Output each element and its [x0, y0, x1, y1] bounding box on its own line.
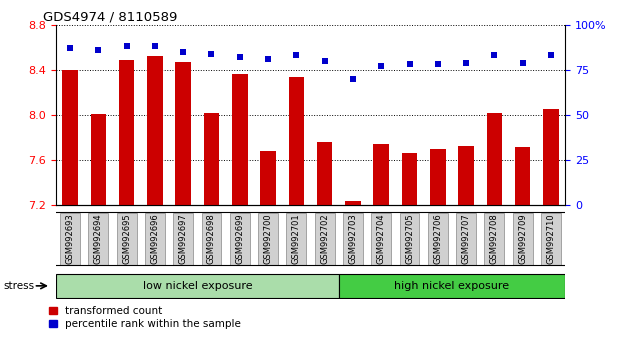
FancyBboxPatch shape [56, 274, 339, 298]
Text: GSM992697: GSM992697 [179, 213, 188, 264]
FancyBboxPatch shape [456, 213, 476, 264]
Point [461, 60, 471, 65]
FancyBboxPatch shape [88, 213, 108, 264]
Text: GSM992701: GSM992701 [292, 213, 301, 264]
Bar [62, 70, 78, 205]
Text: GSM992699: GSM992699 [235, 213, 244, 264]
Legend: transformed count, percentile rank within the sample: transformed count, percentile rank withi… [48, 306, 241, 329]
Text: GSM992709: GSM992709 [518, 213, 527, 264]
Point [376, 63, 386, 69]
Bar [317, 142, 332, 205]
Bar [91, 114, 106, 205]
Text: GSM992694: GSM992694 [94, 213, 103, 264]
Bar [543, 109, 559, 205]
Text: GSM992698: GSM992698 [207, 213, 216, 264]
Bar [119, 60, 134, 205]
FancyBboxPatch shape [484, 213, 504, 264]
FancyBboxPatch shape [258, 213, 278, 264]
FancyBboxPatch shape [343, 213, 363, 264]
Text: GSM992707: GSM992707 [461, 213, 471, 264]
FancyBboxPatch shape [173, 213, 193, 264]
Bar [373, 144, 389, 205]
FancyBboxPatch shape [541, 213, 561, 264]
Bar [487, 113, 502, 205]
Point [291, 53, 301, 58]
Bar [260, 151, 276, 205]
Text: GSM992703: GSM992703 [348, 213, 358, 264]
Point [178, 49, 188, 55]
Point [348, 76, 358, 82]
Point [489, 53, 499, 58]
Text: GSM992700: GSM992700 [263, 213, 273, 264]
Bar [232, 74, 248, 205]
FancyBboxPatch shape [339, 274, 565, 298]
Point [235, 55, 245, 60]
Text: high nickel exposure: high nickel exposure [394, 281, 509, 291]
FancyBboxPatch shape [371, 213, 391, 264]
FancyBboxPatch shape [400, 213, 419, 264]
Text: GSM992706: GSM992706 [433, 213, 442, 264]
Bar [430, 149, 446, 205]
FancyBboxPatch shape [202, 213, 222, 264]
Point [546, 53, 556, 58]
Point [263, 56, 273, 62]
Point [518, 60, 528, 65]
FancyBboxPatch shape [145, 213, 165, 264]
Point [433, 62, 443, 67]
Bar [345, 201, 361, 205]
Text: stress: stress [3, 281, 34, 291]
Text: GDS4974 / 8110589: GDS4974 / 8110589 [43, 11, 178, 24]
Text: GSM992704: GSM992704 [377, 213, 386, 264]
Point [122, 44, 132, 49]
FancyBboxPatch shape [286, 213, 306, 264]
Bar [515, 147, 530, 205]
Text: GSM992702: GSM992702 [320, 213, 329, 264]
Bar [458, 145, 474, 205]
Bar [175, 62, 191, 205]
FancyBboxPatch shape [60, 213, 80, 264]
Bar [204, 113, 219, 205]
FancyBboxPatch shape [513, 213, 533, 264]
Point [404, 62, 414, 67]
FancyBboxPatch shape [230, 213, 250, 264]
Text: GSM992710: GSM992710 [546, 213, 555, 264]
Point [320, 58, 330, 64]
Text: GSM992695: GSM992695 [122, 213, 131, 264]
Point [207, 51, 217, 57]
Text: low nickel exposure: low nickel exposure [143, 281, 252, 291]
Bar [402, 153, 417, 205]
FancyBboxPatch shape [315, 213, 335, 264]
Point [65, 45, 75, 51]
Point [150, 44, 160, 49]
Text: GSM992708: GSM992708 [490, 213, 499, 264]
Point [93, 47, 103, 53]
Text: GSM992693: GSM992693 [66, 213, 75, 264]
Text: GSM992696: GSM992696 [150, 213, 160, 264]
Text: GSM992705: GSM992705 [405, 213, 414, 264]
Bar [289, 77, 304, 205]
FancyBboxPatch shape [117, 213, 137, 264]
FancyBboxPatch shape [428, 213, 448, 264]
Bar [147, 56, 163, 205]
